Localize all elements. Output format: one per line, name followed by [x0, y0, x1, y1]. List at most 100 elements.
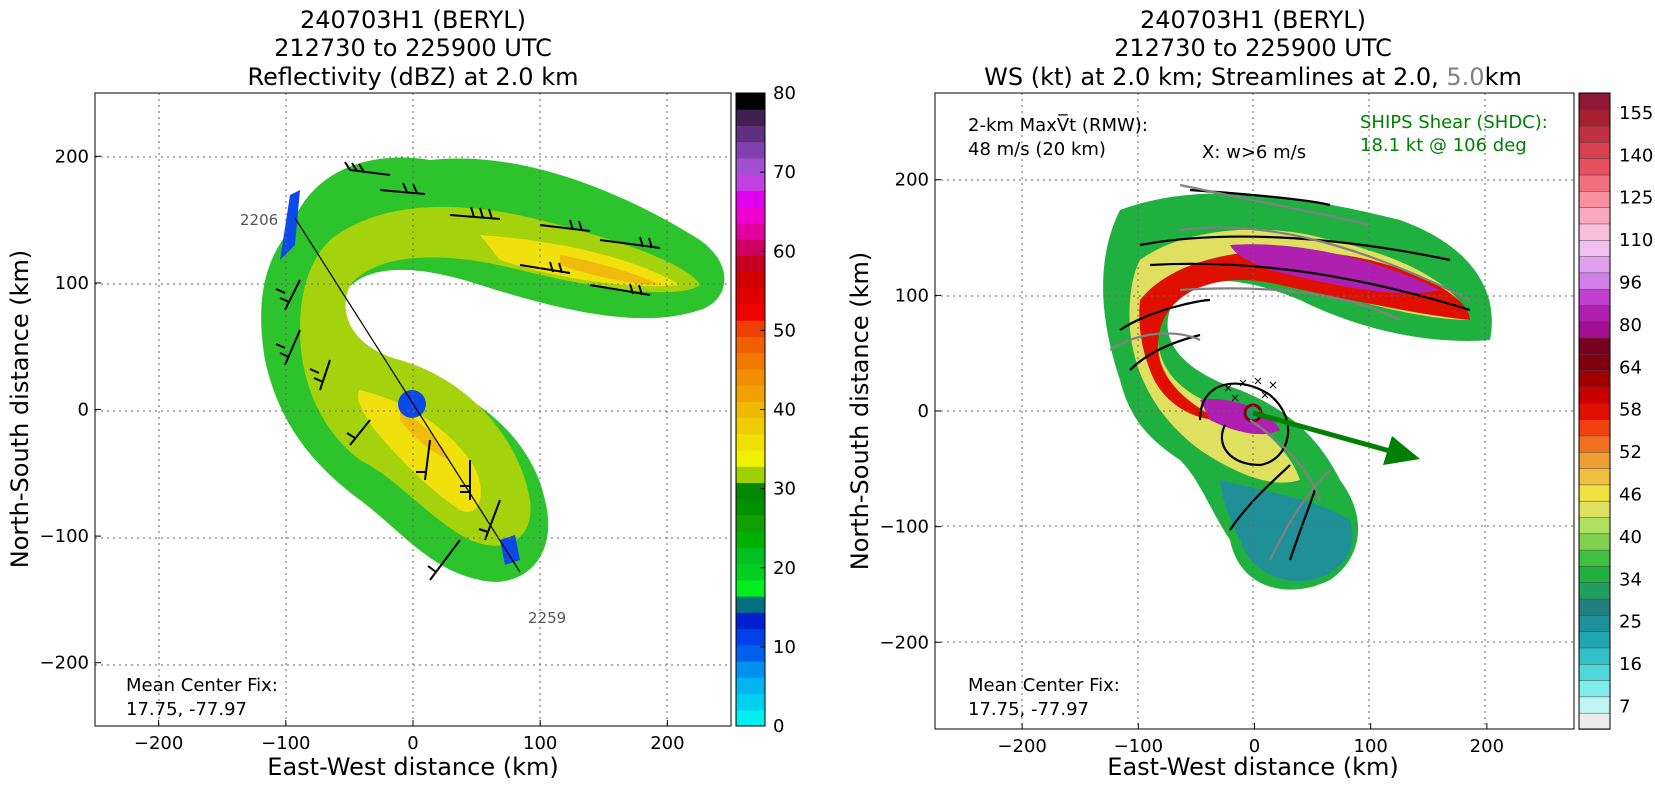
left-colorbar-swatch	[736, 336, 765, 354]
left-colorbar-tick-label: 60	[773, 241, 796, 262]
wind-barbs	[275, 161, 661, 581]
right-colorbar-swatch	[1578, 304, 1611, 323]
left-xtick-label: −200	[134, 733, 183, 754]
left-center-fix-value: 17.75, -77.97	[126, 699, 247, 720]
left-gridlines	[95, 93, 731, 726]
left-colorbar-swatch	[736, 93, 765, 110]
right-ytick-label: −200	[880, 632, 929, 653]
right-title-line3-a: WS (kt) at 2.0 km; Streamlines at 2.0,	[984, 63, 1446, 91]
right-colorbar-swatch	[1578, 533, 1611, 551]
right-colorbar-swatch	[1578, 712, 1611, 730]
right-colorbar-swatch	[1578, 516, 1611, 535]
left-plot-area	[95, 93, 731, 726]
left-colorbar-swatch	[736, 109, 765, 126]
right-colorbar-tick-label: 34	[1619, 569, 1642, 590]
right-colorbar-tick-label: 46	[1619, 484, 1642, 505]
right-colorbar-tick-label: 52	[1619, 442, 1642, 463]
shear-label: SHIPS Shear (SHDC):	[1360, 112, 1548, 133]
ws-purple	[1200, 244, 1440, 435]
track-end-label: 2259	[528, 609, 566, 627]
updraft-markers	[1224, 377, 1277, 402]
right-colorbar-swatch	[1578, 125, 1611, 143]
right-colorbar-tick-label: 40	[1619, 527, 1642, 548]
right-y-ticks: −200 −100 0 100 200	[880, 170, 941, 653]
left-colorbar-swatch	[736, 417, 765, 435]
max-vt-label: 2-km MaxV̅t (RMW):	[968, 114, 1148, 136]
right-colorbar-swatch	[1578, 239, 1611, 257]
left-colorbar-swatch	[736, 466, 765, 484]
right-colorbar-swatch	[1578, 353, 1611, 371]
left-colorbar-swatch	[736, 563, 765, 581]
right-colorbar-swatch	[1578, 386, 1611, 404]
right-xtick-label: 0	[1249, 736, 1260, 757]
left-colorbar-swatch	[736, 401, 765, 419]
left-title-line3: Reflectivity (dBZ) at 2.0 km	[248, 63, 579, 91]
right-ytick-label: −100	[880, 517, 929, 538]
left-colorbar-tick-label: 80	[773, 83, 796, 104]
left-xtick-label: 200	[650, 733, 684, 754]
left-ytick-label: 0	[78, 400, 89, 421]
ws-red	[1139, 250, 1470, 420]
right-ytick-label: 200	[895, 170, 929, 191]
right-colorbar-tick-label: 80	[1619, 315, 1642, 336]
left-colorbar-swatch	[736, 628, 765, 646]
shear-vector	[1252, 410, 1420, 465]
left-colorbar-swatch	[736, 661, 765, 678]
left-panel: 240703H1 (BERYL) 212730 to 225900 UTC Re…	[6, 6, 796, 781]
left-colorbar-tick-label: 40	[773, 400, 796, 421]
right-colorbar-frame	[1578, 92, 1611, 730]
left-colorbar-swatch	[736, 157, 765, 175]
left-colorbar-swatch	[736, 255, 765, 273]
right-colorbar-swatch	[1578, 141, 1611, 159]
left-colorbar-swatch	[736, 239, 765, 256]
left-title-line2: 212730 to 225900 UTC	[274, 34, 552, 62]
track-start-label: 2206	[240, 211, 278, 229]
right-colorbar-swatch	[1578, 288, 1611, 306]
right-ytick-label: 100	[895, 285, 929, 306]
left-colorbar-swatch	[736, 579, 765, 597]
right-xtick-label: 200	[1470, 736, 1504, 757]
right-colorbar-swatch	[1578, 92, 1611, 111]
left-colorbar-swatch	[736, 498, 765, 516]
left-colorbar-swatch	[736, 271, 765, 289]
left-colorbar-swatch	[736, 206, 765, 224]
right-colorbar-tick-label: 96	[1619, 272, 1642, 293]
right-colorbar-swatch	[1578, 402, 1611, 420]
right-colorbar-swatch	[1578, 679, 1611, 698]
right-colorbar-swatch	[1578, 272, 1611, 290]
left-colorbar-swatch	[736, 368, 765, 386]
right-center-fix-value: 17.75, -77.97	[968, 699, 1089, 720]
right-xtick-label: 100	[1354, 736, 1388, 757]
eye	[398, 390, 426, 418]
right-colorbar-swatch	[1578, 484, 1611, 502]
right-colorbar-swatch	[1578, 581, 1611, 600]
left-colorbar-swatch	[736, 693, 765, 711]
left-colorbar: 0 10 20 30 40 50 60 70 80	[735, 83, 796, 737]
right-colorbar-swatch	[1578, 451, 1611, 469]
right-title-line3: WS (kt) at 2.0 km; Streamlines at 2.0, 5…	[984, 63, 1522, 91]
right-colorbar-tick-label: 7	[1619, 696, 1630, 717]
left-colorbar-swatch	[736, 190, 765, 208]
max-vt-value: 48 m/s (20 km)	[968, 139, 1106, 160]
right-colorbar-swatch	[1578, 647, 1611, 665]
shear-arrow-shaft	[1252, 410, 1391, 454]
right-colorbar-swatch	[1578, 696, 1611, 714]
right-center-fix-label: Mean Center Fix:	[968, 675, 1120, 696]
left-colorbar-swatch	[736, 709, 765, 727]
left-colorbar-tick-label: 70	[773, 162, 796, 183]
right-colorbar-swatch	[1578, 337, 1611, 355]
right-colorbar-tick-label: 110	[1619, 230, 1653, 251]
left-center-fix-label: Mean Center Fix:	[126, 675, 278, 696]
right-colorbar-tick-label: 155	[1619, 103, 1653, 124]
reflectivity-field	[261, 157, 725, 582]
left-colorbar-swatch	[736, 612, 765, 630]
right-colorbar-swatch	[1578, 255, 1611, 274]
right-colorbar-swatch	[1578, 418, 1611, 437]
left-colorbar-swatch	[736, 352, 765, 370]
right-title-line2: 212730 to 225900 UTC	[1114, 34, 1392, 62]
right-colorbar-swatch	[1578, 663, 1611, 681]
flight-track	[294, 217, 521, 573]
left-ytick-label: −200	[40, 653, 89, 674]
left-colorbar-swatch	[736, 515, 765, 532]
